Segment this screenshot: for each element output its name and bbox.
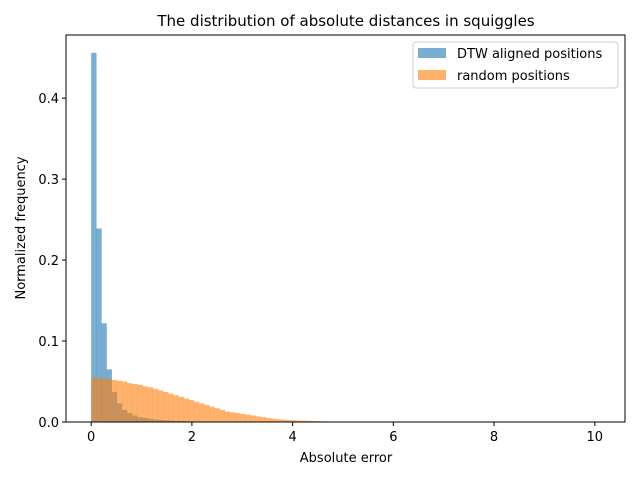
x-tick-label: 10 — [587, 430, 604, 445]
histogram-bar — [101, 378, 107, 422]
x-tick-label: 4 — [288, 430, 296, 445]
histogram-bar — [193, 401, 200, 422]
histogram-bar — [204, 405, 210, 422]
y-tick-label: 0.1 — [38, 335, 59, 350]
histogram-bar — [91, 52, 97, 423]
histogram-bar — [147, 387, 154, 422]
chart-title: The distribution of absolute distances i… — [156, 12, 534, 30]
series-random — [91, 377, 349, 422]
histogram-bar — [111, 379, 118, 422]
y-axis-label: Normalized frequency — [14, 156, 29, 299]
legend-swatch-random — [418, 70, 446, 80]
x-tick-label: 8 — [490, 430, 498, 445]
x-tick-label: 2 — [188, 430, 196, 445]
y-tick-label: 0.2 — [38, 254, 59, 269]
series-dtw-aligned — [91, 52, 225, 423]
histogram-bar — [245, 414, 251, 422]
histogram-bar — [91, 377, 97, 422]
histogram-bar — [255, 416, 261, 422]
histogram-bar — [270, 418, 277, 422]
histogram-bar — [296, 420, 302, 422]
histogram-bar — [219, 409, 225, 422]
histogram-bar — [214, 408, 220, 422]
histogram-bar — [132, 383, 138, 422]
legend-label-dtw: DTW aligned positions — [457, 47, 602, 62]
histogram-bar — [106, 379, 112, 422]
x-tick-label: 6 — [389, 430, 397, 445]
histogram-bar — [229, 412, 236, 422]
histogram-bar — [199, 403, 205, 422]
x-axis-label: Absolute error — [300, 451, 393, 466]
histogram-bar — [96, 228, 102, 422]
x-axis-ticks: 0 2 4 6 8 10 — [87, 422, 603, 445]
histogram-bar — [96, 378, 102, 422]
plot-frame — [65, 34, 626, 423]
histogram-bar — [101, 323, 107, 422]
histogram-bar — [286, 419, 292, 422]
y-tick-label: 0.4 — [38, 92, 59, 107]
histogram-bar — [260, 417, 267, 422]
histogram-bar — [209, 406, 215, 422]
histogram-bar — [127, 383, 133, 422]
histogram-bar — [250, 415, 256, 422]
histogram-bar — [183, 398, 189, 422]
histogram-bar — [142, 386, 148, 422]
histogram-bar — [122, 381, 128, 422]
legend-label-random: random positions — [457, 69, 570, 84]
histogram-bar — [168, 393, 174, 422]
histogram-bar — [173, 395, 179, 422]
histogram-bar — [163, 392, 169, 422]
histogram-bar — [265, 417, 272, 422]
histogram-bar — [301, 420, 308, 422]
histogram-bar — [281, 419, 287, 422]
histogram-bar — [152, 388, 159, 422]
x-tick-label: 0 — [87, 430, 95, 445]
histogram-bar — [276, 419, 282, 422]
histogram-bar — [137, 384, 143, 422]
histogram-bar — [291, 420, 297, 422]
legend-box — [412, 41, 619, 89]
histogram-bar — [240, 413, 246, 422]
histogram-bar — [188, 400, 195, 422]
histogram-bar — [306, 420, 313, 422]
legend-swatch-dtw — [418, 48, 446, 58]
legend: DTW aligned positions random positions — [412, 41, 619, 89]
histogram-bar — [116, 380, 123, 422]
y-tick-label: 0.0 — [38, 416, 59, 431]
histogram-bar — [178, 396, 184, 422]
histogram-bar — [157, 390, 164, 422]
histogram-bars — [91, 52, 349, 423]
histogram-bar — [224, 411, 231, 422]
histogram-bar — [235, 413, 241, 422]
y-axis-ticks: 0.0 0.1 0.2 0.3 0.4 — [38, 92, 66, 431]
y-tick-label: 0.3 — [38, 173, 59, 188]
